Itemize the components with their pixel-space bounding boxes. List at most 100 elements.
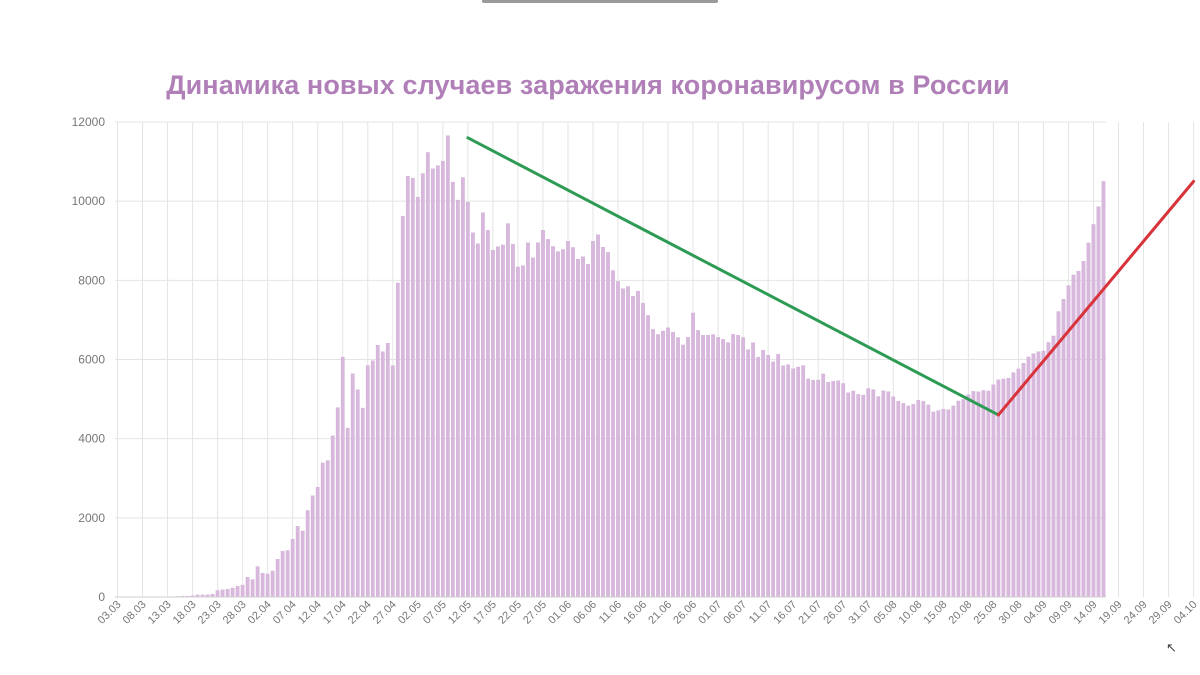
x-tick-label: 18.03 [171,599,199,627]
x-tick-label: 09.09 [1047,599,1075,627]
x-tick-label: 05.08 [871,599,899,627]
bar [496,246,500,598]
x-tick-label: 28.03 [221,599,249,627]
bar [636,290,640,598]
bar [751,342,755,598]
bar [906,405,911,598]
bar [435,165,440,598]
bar [290,539,295,598]
bar [876,396,881,598]
x-tick-label: 11.07 [747,599,774,626]
bar [481,212,485,598]
bar [821,373,826,598]
bar [556,251,560,598]
bar [350,373,355,598]
bar [711,334,715,598]
bar [561,249,565,598]
bar [736,335,740,598]
bar [846,392,851,598]
x-tick-label: 31.07 [846,599,874,627]
bar [255,566,260,598]
bar [606,252,610,598]
bar [310,495,315,598]
bar [931,411,936,598]
cursor-icon: ↖ [1166,640,1177,655]
bar [596,234,600,598]
bar [400,215,405,598]
bar [741,337,745,598]
bar [681,344,685,598]
bar [270,570,275,598]
bar [936,410,941,598]
x-tick-label: 25.08 [972,599,1000,627]
bar [460,177,465,598]
bar [746,349,750,598]
bar [811,380,816,598]
bar [786,364,791,598]
bar [576,258,580,598]
x-tick-label: 14.09 [1072,599,1100,627]
x-tick-label: 27.04 [371,599,399,627]
x-tick-label: 04.09 [1022,599,1050,627]
bar [851,390,856,598]
x-tick-label: 26.06 [671,599,699,627]
bar [536,242,540,598]
bar [956,400,961,598]
bar [696,330,700,598]
bar [1011,372,1016,598]
bar [531,257,535,598]
bar [796,366,801,598]
x-tick-label: 22.04 [346,599,374,627]
bar [861,394,866,598]
bar [240,584,245,598]
y-tick-label: 4000 [78,432,105,446]
bar [731,334,735,598]
bar [521,265,525,598]
y-tick-label: 8000 [78,273,105,287]
x-tick-label: 07.04 [271,599,299,627]
bar [1021,363,1026,598]
bar [926,404,931,598]
x-tick-label: 17.04 [321,599,349,627]
bar [395,282,400,598]
bar [716,337,720,598]
bar [836,380,841,598]
bar [390,365,395,598]
x-tick-label: 16.07 [771,599,799,627]
bar [1101,181,1106,598]
x-tick-label: 13.03 [146,599,174,627]
bar [541,229,545,598]
bar [591,241,595,598]
bar [721,339,725,598]
bar [601,247,605,598]
bar [250,579,255,598]
bar [886,391,891,598]
bar [871,389,876,598]
bar [345,427,350,598]
x-tick-label: 21.06 [646,599,674,627]
bar [831,381,836,598]
bar [841,383,846,598]
bar [370,360,375,598]
x-tick-label: 17.05 [471,599,499,627]
bar [896,401,901,598]
bar [315,487,320,598]
bar [571,247,575,598]
y-tick-label: 0 [98,590,105,604]
x-tick-label: 02.05 [396,599,424,627]
bar [951,405,956,598]
bar [526,242,530,598]
bar [946,409,951,598]
x-tick-label: 04.10 [1172,599,1200,627]
y-tick-label: 6000 [78,353,105,367]
bar [476,243,480,598]
bar [1041,350,1046,598]
bar [330,435,335,598]
bar [656,334,660,598]
bar [471,232,475,598]
bar [581,256,585,598]
bar [440,160,445,598]
bar [866,388,871,598]
x-tick-label: 11.06 [597,599,624,626]
